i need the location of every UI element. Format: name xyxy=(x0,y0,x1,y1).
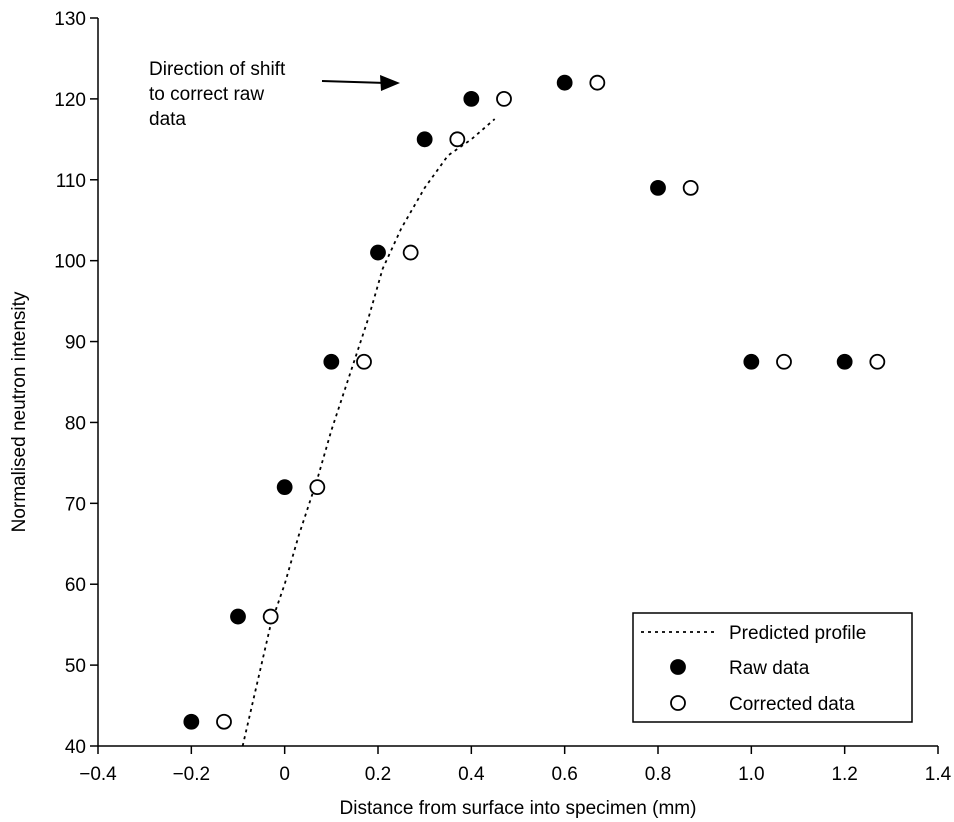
series-layer xyxy=(183,74,886,747)
legend-open-circle-icon xyxy=(670,695,686,711)
annotation-line: to correct raw xyxy=(149,84,264,105)
raw-data-point xyxy=(463,90,480,107)
corrected-data-point xyxy=(402,244,419,261)
raw-data-point xyxy=(370,244,386,261)
x-tick-label: 0.6 xyxy=(551,764,577,785)
y-tick-label: 50 xyxy=(65,656,86,677)
plot-frame xyxy=(97,18,938,747)
y-tick-label: 100 xyxy=(54,252,86,273)
y-tick-label: 110 xyxy=(56,171,86,192)
y-tick-label: 70 xyxy=(65,494,86,515)
annotation-line: data xyxy=(149,109,186,130)
raw-data-point xyxy=(323,353,340,370)
y-tick-label: 120 xyxy=(54,90,86,111)
y-tick-label: 60 xyxy=(65,575,86,596)
corrected-data-point xyxy=(589,74,606,91)
raw-data-point xyxy=(230,608,246,625)
predicted-profile-line xyxy=(241,118,496,747)
arrow-head xyxy=(380,75,400,91)
corrected-data-point xyxy=(356,353,372,370)
corrected-data-point xyxy=(682,179,699,196)
legend-filled-circle-icon xyxy=(670,659,686,675)
corrected-data-point xyxy=(869,353,886,370)
x-tick-label: −0.2 xyxy=(173,764,211,785)
x-axis-title: Distance from surface into specimen (mm) xyxy=(340,798,697,819)
corrected-data-point xyxy=(776,353,792,370)
annotation-line: Direction of shift xyxy=(149,59,286,80)
legend-label-raw: Raw data xyxy=(729,658,810,679)
raw-data-point xyxy=(183,713,200,730)
right-arrow-icon xyxy=(321,75,400,91)
x-tick-label: 1.2 xyxy=(831,764,857,785)
y-tick-label: 130 xyxy=(54,9,86,30)
x-tick-label: 0 xyxy=(279,764,290,785)
x-tick-label: 0.4 xyxy=(458,764,485,785)
legend: Predicted profile Raw data Corrected dat… xyxy=(632,612,913,723)
y-tick-label: 80 xyxy=(65,413,86,434)
legend-label-predicted: Predicted profile xyxy=(729,623,866,644)
corrected-data-point xyxy=(309,479,326,496)
raw-data-point xyxy=(743,353,760,370)
corrected-data-point xyxy=(216,713,232,730)
corrected-data-point xyxy=(449,131,466,148)
x-tick-label: 0.2 xyxy=(365,764,391,785)
raw-data-point xyxy=(416,131,433,148)
x-tick-label: −0.4 xyxy=(79,764,117,785)
raw-data-point xyxy=(556,74,573,91)
shift-annotation: Direction of shift to correct raw data xyxy=(149,59,400,130)
x-axis-ticks: −0.4 −0.2 0 0.2 0.4 0.6 0.8 1.0 1.2 1.4 xyxy=(79,746,952,785)
arrow-shaft xyxy=(321,80,385,84)
x-tick-label: 1.0 xyxy=(738,764,764,785)
y-axis-title: Normalised neutron intensity xyxy=(9,291,30,532)
raw-data-point xyxy=(836,353,853,370)
y-axis-ticks: 40 50 60 70 80 90 100 110 120 130 xyxy=(54,9,98,758)
y-tick-label: 90 xyxy=(65,333,86,354)
raw-data-point xyxy=(276,479,293,496)
corrected-data-point xyxy=(262,608,279,625)
legend-label-corrected: Corrected data xyxy=(729,694,855,715)
x-tick-label: 1.4 xyxy=(925,764,952,785)
x-tick-label: 0.8 xyxy=(645,764,671,785)
corrected-data-point xyxy=(496,90,512,107)
legend-open-marker xyxy=(670,695,686,711)
legend-filled-marker xyxy=(670,659,686,675)
raw-data-point xyxy=(650,179,666,196)
y-tick-label: 40 xyxy=(65,737,86,758)
